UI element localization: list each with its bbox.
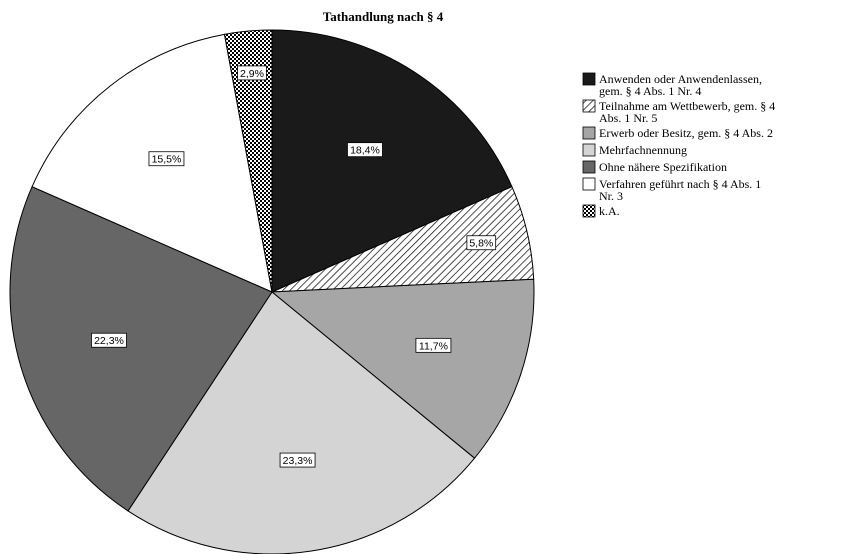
- legend-label: Mehrfachnennung: [599, 143, 687, 157]
- slice-value-label: 2,9%: [237, 65, 267, 81]
- legend-label: Nr. 3: [599, 189, 623, 203]
- legend-label: Anwenden oder Anwendenlassen,: [599, 72, 762, 86]
- pie-slice: [270, 278, 535, 459]
- legend-item: Verfahren geführt nach § 4 Abs. 1Nr. 3: [582, 177, 761, 203]
- pie-slice: [223, 29, 273, 293]
- pie-slices: [9, 29, 535, 554]
- legend-swatch: [582, 160, 596, 174]
- slice-value-label: 15,5%: [148, 151, 185, 167]
- legend: Anwenden oder Anwendenlassen,gem. § 4 Ab…: [582, 72, 775, 218]
- legend-swatch: [582, 177, 596, 191]
- legend-swatch: [582, 143, 596, 157]
- legend-item: k.A.: [582, 204, 620, 218]
- legend-item: Anwenden oder Anwendenlassen,gem. § 4 Ab…: [582, 72, 762, 98]
- svg-text:11,7%: 11,7%: [419, 340, 448, 352]
- legend-label: Ohne nähere Spezifikation: [599, 160, 727, 174]
- svg-text:15,5%: 15,5%: [152, 154, 182, 166]
- legend-label: Teilnahme am Wettbewerb, gem. § 4: [599, 99, 775, 113]
- slice-value-label: 11,7%: [415, 337, 452, 353]
- legend-label: Erwerb oder Besitz, gem. § 4 Abs. 2: [599, 126, 773, 140]
- legend-swatch: [582, 99, 596, 113]
- svg-text:2,9%: 2,9%: [240, 68, 264, 80]
- legend-label: gem. § 4 Abs. 1 Nr. 4: [599, 84, 701, 98]
- pie-slice: [9, 186, 273, 512]
- slice-value-label: 23,3%: [279, 452, 316, 468]
- legend-item: Erwerb oder Besitz, gem. § 4 Abs. 2: [582, 126, 773, 140]
- legend-item: Ohne nähere Spezifikation: [582, 160, 727, 174]
- svg-text:23,3%: 23,3%: [283, 455, 313, 467]
- legend-label: Verfahren geführt nach § 4 Abs. 1: [599, 177, 761, 191]
- legend-swatch: [582, 204, 596, 218]
- chart-title: Tathandlung nach § 4: [323, 9, 444, 24]
- legend-item: Mehrfachnennung: [582, 143, 687, 157]
- legend-label: Abs. 1 Nr. 5: [599, 111, 657, 125]
- svg-text:18,4%: 18,4%: [350, 145, 380, 157]
- legend-swatch: [582, 72, 596, 86]
- pie-slice: [127, 291, 476, 554]
- pie-slice: [271, 29, 513, 293]
- slice-value-label: 22,3%: [91, 332, 127, 348]
- legend-label: k.A.: [599, 204, 620, 218]
- svg-text:22,3%: 22,3%: [94, 335, 124, 347]
- legend-swatch: [582, 126, 596, 140]
- svg-text:5,8%: 5,8%: [469, 238, 493, 250]
- slice-value-label: 5,8%: [466, 235, 497, 251]
- pie-value-labels: 18,4% 5,8% 11,7% 23,3% 22,3% 15,5% 2,9%: [91, 65, 497, 468]
- slice-value-label: 18,4%: [347, 142, 383, 158]
